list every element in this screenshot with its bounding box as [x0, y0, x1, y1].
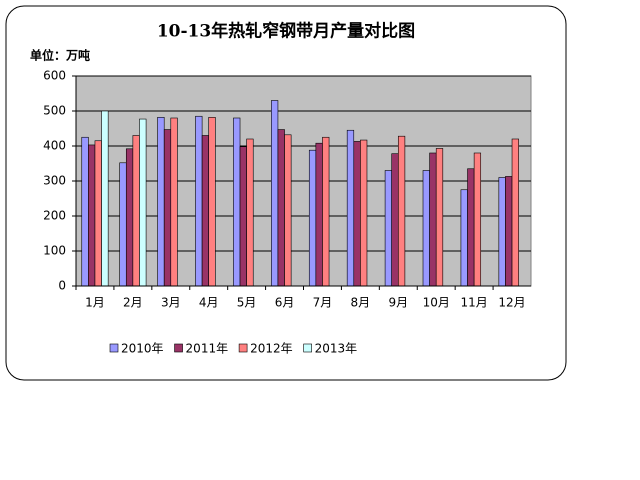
bar [467, 168, 475, 287]
bar [460, 189, 468, 287]
legend-label: 2012年 [250, 342, 293, 356]
bar [498, 177, 506, 287]
legend-swatch [238, 343, 248, 353]
y-tick-label: 600 [43, 69, 66, 83]
bar [101, 110, 109, 287]
x-tick-label: 3月 [161, 296, 181, 310]
bar [94, 140, 102, 287]
chart-title: 10-13年热轧窄钢带月产量对比图 [157, 21, 415, 42]
x-tick-label: 1月 [85, 296, 105, 310]
legend-label: 2011年 [186, 342, 229, 356]
bar [139, 118, 147, 287]
y-tick-label: 100 [43, 244, 66, 258]
x-tick-label: 8月 [351, 296, 371, 310]
x-tick-label: 5月 [237, 296, 257, 310]
y-tick-label: 200 [43, 209, 66, 223]
x-tick-label: 9月 [388, 296, 408, 310]
bar [511, 138, 519, 287]
bar [346, 129, 355, 287]
bar [195, 115, 203, 287]
bar [315, 142, 323, 287]
bar [384, 170, 392, 287]
bar [157, 117, 165, 287]
bar [125, 148, 134, 287]
bar [422, 170, 430, 287]
bar [81, 136, 89, 287]
bar [119, 162, 127, 287]
legend-swatch [303, 343, 312, 353]
legend-label: 2010年 [121, 342, 164, 356]
y-tick-label: 500 [43, 104, 66, 118]
legend-swatch [109, 343, 119, 353]
bar [284, 134, 292, 287]
legend-swatch [174, 343, 183, 353]
bar [435, 148, 444, 287]
bar [391, 153, 399, 287]
legend-label: 2013年 [315, 342, 358, 356]
x-tick-label: 6月 [275, 296, 295, 310]
bar [170, 117, 178, 287]
x-tick-label: 10月 [423, 296, 450, 310]
y-tick-label: 300 [43, 174, 66, 188]
bar [322, 136, 330, 287]
y-tick-label: 400 [43, 139, 66, 153]
bar [277, 129, 285, 287]
bar [132, 135, 140, 287]
x-tick-label: 2月 [123, 296, 143, 310]
bar [505, 176, 513, 287]
bar [473, 152, 482, 287]
x-tick-label: 11月 [460, 296, 487, 310]
bar [353, 141, 361, 287]
bar [239, 146, 247, 287]
x-tick-label: 7月 [313, 296, 333, 310]
bar [208, 117, 216, 287]
bar [233, 117, 241, 287]
bar [360, 139, 368, 287]
bar [397, 135, 406, 287]
x-tick-label: 12月 [498, 296, 525, 310]
bar [246, 138, 254, 287]
y-axis-label: 单位：万吨 [30, 48, 90, 63]
bar [271, 100, 279, 287]
bar [308, 149, 317, 287]
x-tick-label: 4月 [199, 296, 219, 310]
y-tick-label: 0 [58, 279, 66, 293]
bar [429, 152, 437, 287]
bar [88, 144, 96, 287]
bar [201, 135, 210, 287]
bar [163, 129, 172, 287]
